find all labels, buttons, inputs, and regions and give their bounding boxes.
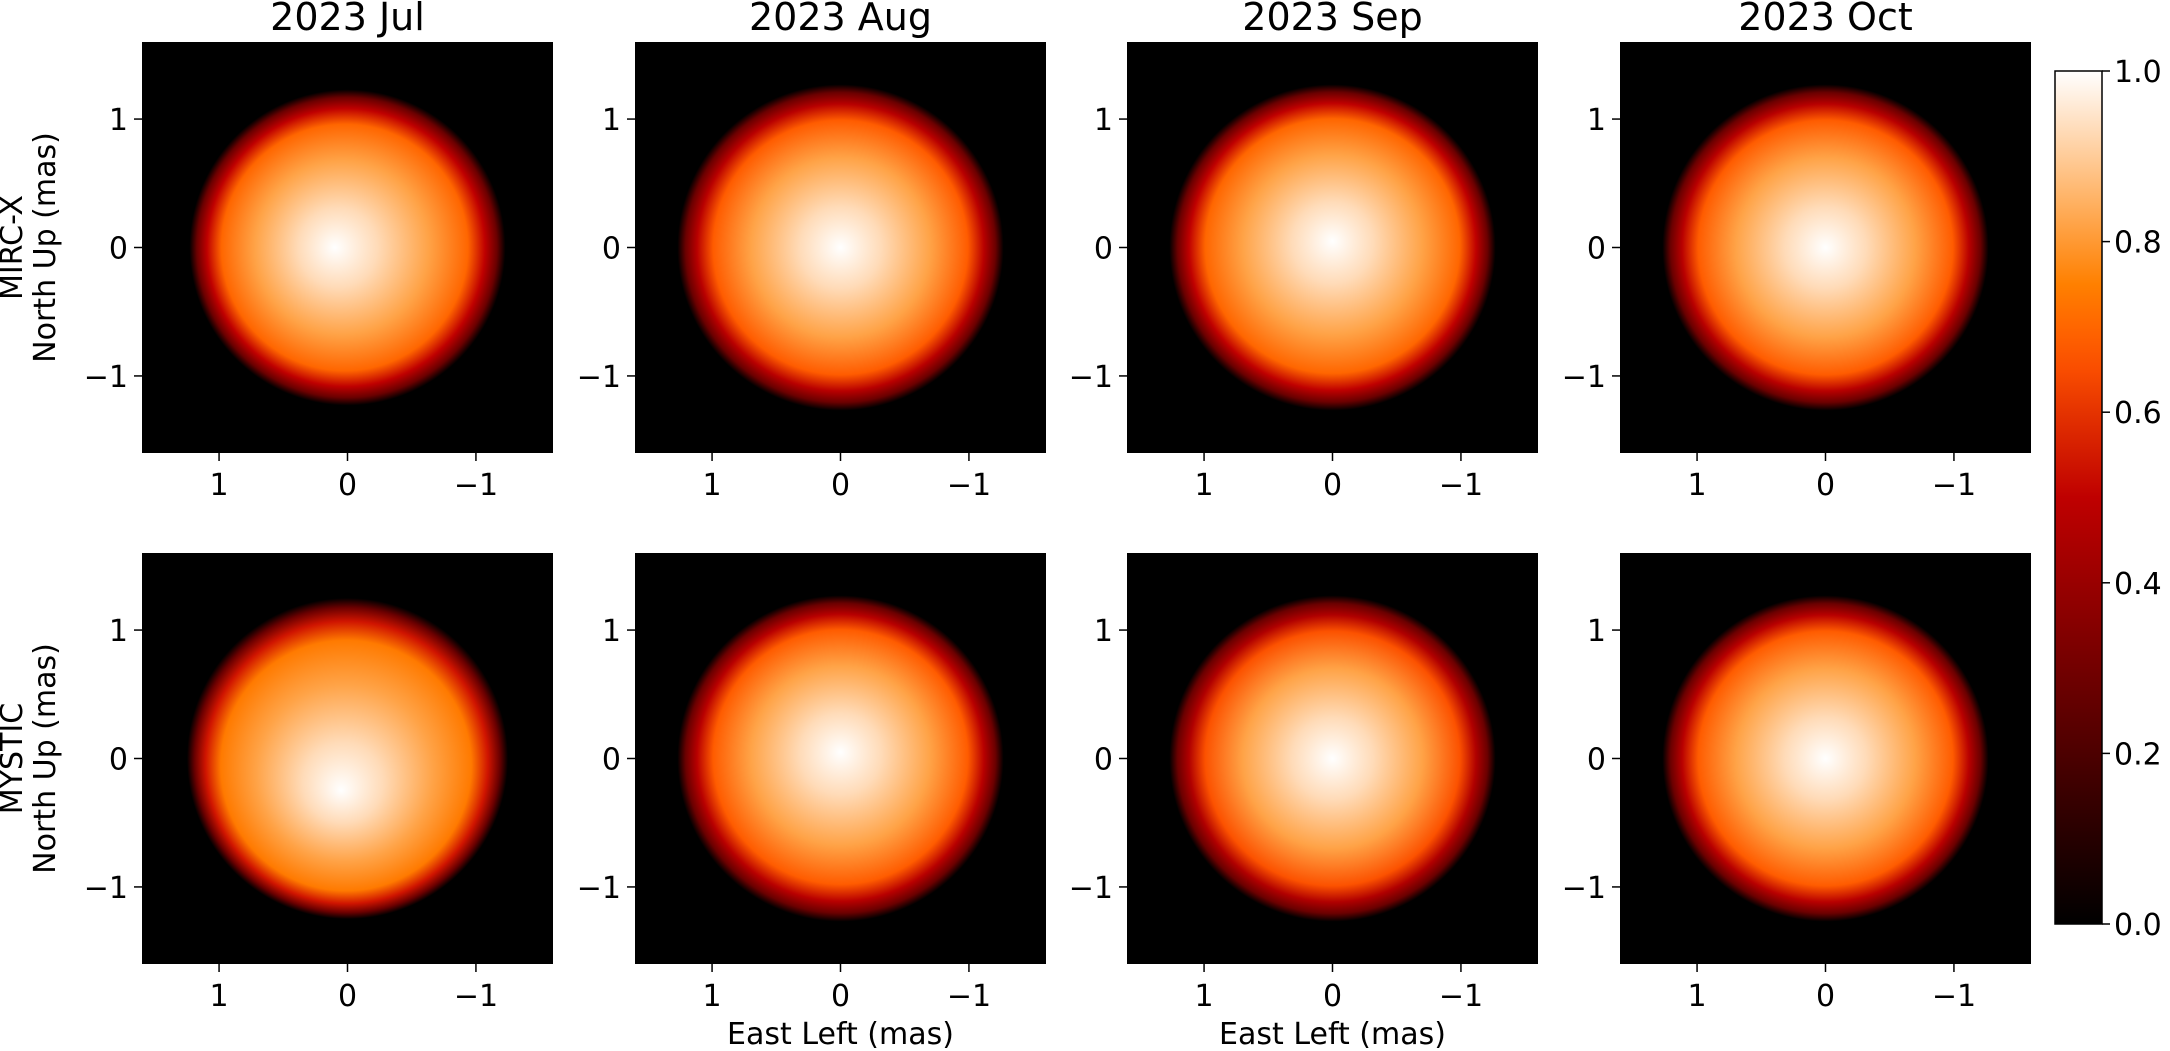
colorbar: 0.0 0.2 0.4 0.6 0.8 1.0 [2054, 55, 2162, 943]
x-axis-label: East Left (mas) [1219, 1017, 1446, 1051]
colorbar-tick-label: 0.8 [2114, 226, 2162, 261]
y-tick-label: −1 [1562, 871, 1606, 906]
y-tick-label: −1 [577, 871, 621, 906]
x-tick-label: 1 [703, 979, 722, 1014]
panel-mirc-x-2: 1 0 −1 1 0 −1 2023 Sep [1069, 0, 1538, 503]
y-tick-label: −1 [84, 360, 128, 395]
y-tick-label: 1 [109, 614, 128, 649]
colorbar-tick-label: 0.2 [2114, 737, 2162, 772]
colorbar-tick-label: 0.0 [2114, 908, 2162, 943]
y-tick-label: 1 [109, 103, 128, 138]
y-tick-label: 1 [602, 614, 621, 649]
x-tick-label: −1 [947, 468, 991, 503]
panel-mirc-x-1: 1 0 −1 1 0 −1 2023 Aug [577, 0, 1046, 503]
y-tick-label: −1 [1069, 871, 1113, 906]
y-tick-label: 1 [602, 103, 621, 138]
panel-title: 2023 Oct [1738, 0, 1913, 39]
x-tick-label: 0 [1323, 979, 1342, 1014]
x-tick-label: 0 [1323, 468, 1342, 503]
x-tick-label: −1 [1439, 979, 1483, 1014]
colorbar-tick-label: 0.4 [2114, 567, 2162, 602]
panel-title: 2023 Jul [270, 0, 425, 39]
y-tick-label: 1 [1587, 103, 1606, 138]
y-tick-label: 0 [1587, 232, 1606, 267]
x-tick-label: −1 [947, 979, 991, 1014]
x-tick-label: −1 [1932, 979, 1976, 1014]
colorbar-gradient [2054, 70, 2103, 925]
panel-mystic-3: 1 0 −1 1 0 −1 [1562, 553, 2031, 1014]
stellar-disk-image [186, 597, 509, 920]
y-tick-label: 0 [602, 743, 621, 778]
x-tick-label: −1 [1932, 468, 1976, 503]
y-tick-label: 1 [1094, 103, 1113, 138]
row-instrument-label: MIRC-X [0, 195, 30, 300]
x-axis-label: East Left (mas) [727, 1017, 954, 1051]
panel-mirc-x-3: 1 0 −1 1 0 −1 2023 Oct [1562, 0, 2031, 503]
stellar-disk-image [677, 595, 1004, 922]
panel-title: 2023 Sep [1242, 0, 1422, 39]
x-tick-label: 0 [1816, 468, 1835, 503]
x-tick-label: 0 [338, 468, 357, 503]
y-tick-label: 0 [109, 232, 128, 267]
y-tick-label: 0 [109, 743, 128, 778]
stellar-disk-image [1169, 84, 1496, 411]
x-tick-label: 1 [703, 468, 722, 503]
colorbar-tick-label: 1.0 [2114, 55, 2162, 90]
stellar-disk-image [189, 89, 506, 406]
panel-mirc-x-0: 1 0 −1 1 0 −1 2023 Jul [84, 0, 553, 503]
y-tick-label: −1 [1562, 360, 1606, 395]
stellar-disk-image [677, 84, 1004, 411]
x-tick-label: 0 [831, 979, 850, 1014]
y-tick-label: 1 [1587, 614, 1606, 649]
panel-mystic-0: 1 0 −1 1 0 −1 [84, 553, 553, 1014]
stellar-disk-image [1662, 595, 1989, 922]
x-tick-label: 0 [338, 979, 357, 1014]
stellar-disk-image [1169, 595, 1496, 922]
y-tick-label: −1 [577, 360, 621, 395]
y-tick-label: 0 [1094, 232, 1113, 267]
y-tick-label: 0 [602, 232, 621, 267]
x-tick-label: 1 [1688, 979, 1707, 1014]
x-tick-label: 1 [1195, 468, 1214, 503]
colorbar-tick-label: 0.6 [2114, 396, 2162, 431]
y-axis-label: North Up (mas) [28, 132, 63, 363]
x-tick-label: 1 [1195, 979, 1214, 1014]
row-instrument-label: MYSTIC [0, 703, 30, 814]
stellar-disk-image [1662, 84, 1989, 411]
x-tick-label: −1 [1439, 468, 1483, 503]
y-tick-label: −1 [1069, 360, 1113, 395]
x-tick-label: 0 [1816, 979, 1835, 1014]
x-tick-label: −1 [454, 468, 498, 503]
x-tick-label: 0 [831, 468, 850, 503]
x-tick-label: 1 [1688, 468, 1707, 503]
y-axis-label: North Up (mas) [28, 643, 63, 874]
y-tick-label: −1 [84, 871, 128, 906]
x-tick-label: 1 [210, 979, 229, 1014]
x-tick-label: 1 [210, 468, 229, 503]
y-tick-label: 0 [1094, 743, 1113, 778]
x-tick-label: −1 [454, 979, 498, 1014]
y-tick-label: 1 [1094, 614, 1113, 649]
y-tick-label: 0 [1587, 743, 1606, 778]
panel-title: 2023 Aug [749, 0, 932, 39]
